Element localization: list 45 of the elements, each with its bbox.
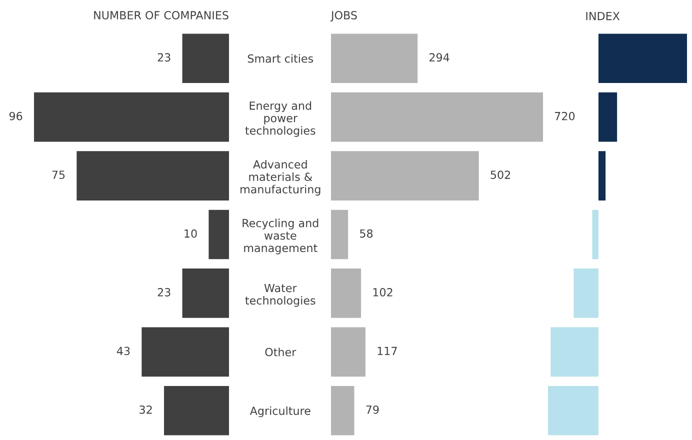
bar <box>76 151 229 200</box>
y-tick-label: Agriculture <box>250 406 310 418</box>
data-label: 32 <box>140 405 152 414</box>
chart-title: NUMBER OF COMPANIES <box>94 11 228 20</box>
y-tick-label: Smart cities <box>248 54 314 63</box>
y-tick-label: Water technologies <box>245 284 316 307</box>
data-label: 75 <box>52 170 65 180</box>
bar <box>598 92 618 142</box>
y-tick-label: Energy and power technologies <box>245 101 316 137</box>
bar <box>331 327 366 377</box>
data-label: 502 <box>490 170 510 180</box>
data-label: 23 <box>158 288 170 296</box>
bar <box>331 92 543 142</box>
bar <box>574 268 598 318</box>
bar <box>34 92 229 142</box>
bar <box>331 268 362 318</box>
bar <box>598 151 606 200</box>
data-label: 117 <box>378 346 397 355</box>
y-tick-label: Other <box>265 348 296 356</box>
bar <box>548 386 598 436</box>
chart-title: JOBS <box>330 11 357 22</box>
bar <box>164 386 229 436</box>
data-label: 58 <box>360 229 373 238</box>
data-label: 102 <box>373 288 392 296</box>
data-label: 96 <box>9 112 22 120</box>
bar <box>182 34 229 84</box>
data-label: 720 <box>555 112 575 120</box>
bar <box>208 210 229 260</box>
data-label: 43 <box>116 346 130 356</box>
bar <box>331 34 418 84</box>
data-label: 23 <box>158 53 170 62</box>
bar <box>182 268 229 318</box>
data-label: 294 <box>429 53 450 62</box>
y-tick-label: Advanced materials & manufacturing <box>240 160 320 196</box>
data-label: 79 <box>366 405 379 414</box>
bar <box>142 327 229 377</box>
data-label: 10 <box>184 229 197 238</box>
bar <box>598 34 687 84</box>
bar <box>592 210 598 260</box>
chart-title: INDEX <box>586 12 620 20</box>
bar <box>331 386 354 436</box>
bar <box>550 327 598 377</box>
y-tick-label: Recycling and waste management <box>242 218 318 254</box>
bar <box>331 151 479 200</box>
bar <box>331 210 348 260</box>
